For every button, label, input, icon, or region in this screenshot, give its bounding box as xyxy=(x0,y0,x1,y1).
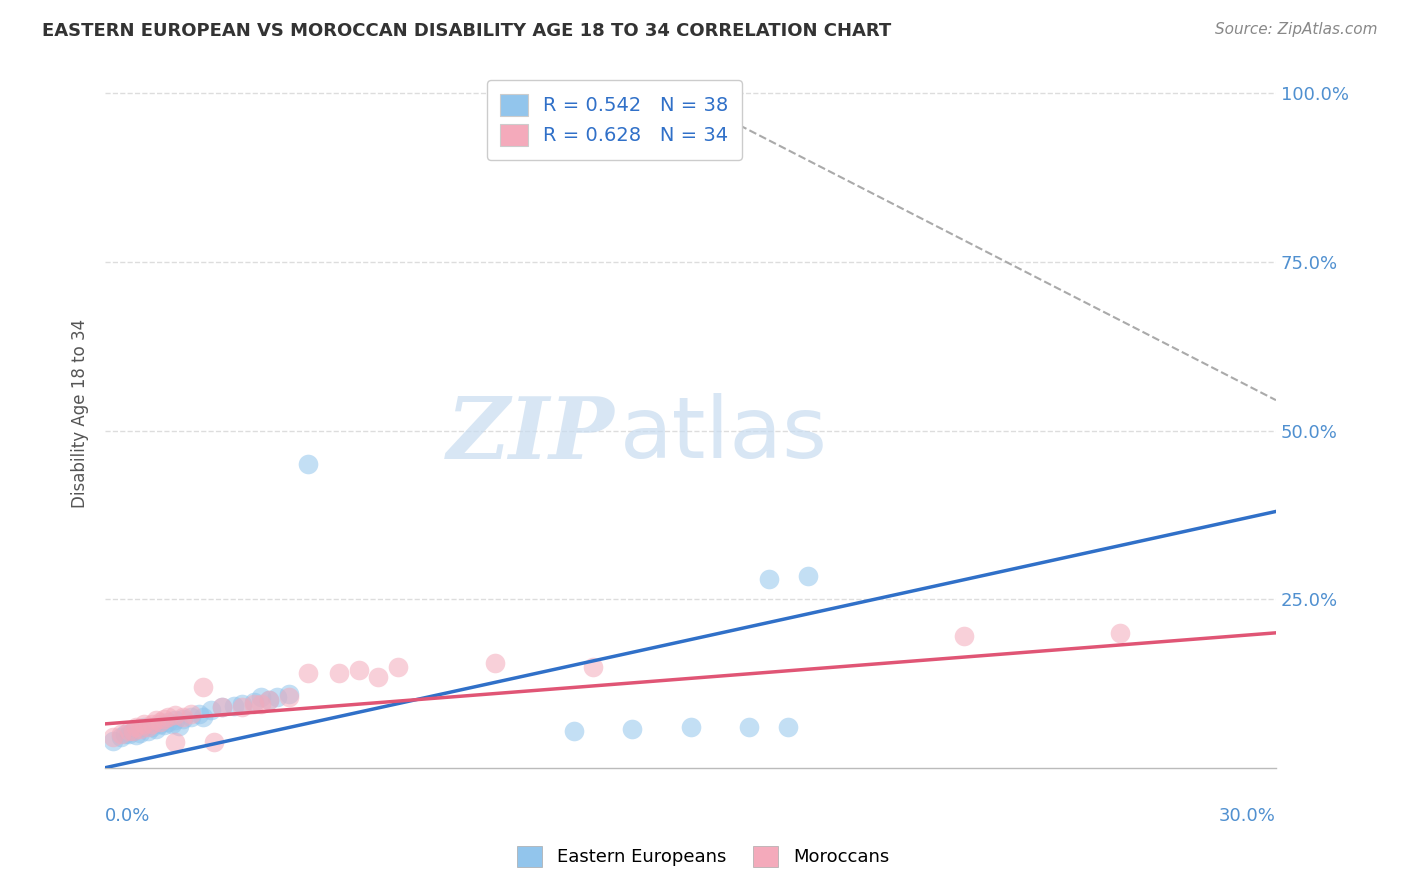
Point xyxy=(484,656,506,670)
Point xyxy=(136,723,159,738)
Y-axis label: Disability Age 18 to 34: Disability Age 18 to 34 xyxy=(72,319,89,508)
Point xyxy=(165,735,187,749)
Point xyxy=(101,733,124,747)
Point xyxy=(242,697,264,711)
Point xyxy=(778,720,800,734)
Point xyxy=(582,659,605,673)
Text: EASTERN EUROPEAN VS MOROCCAN DISABILITY AGE 18 TO 34 CORRELATION CHART: EASTERN EUROPEAN VS MOROCCAN DISABILITY … xyxy=(42,22,891,40)
Point xyxy=(110,727,132,741)
Point xyxy=(145,722,167,736)
Text: Source: ZipAtlas.com: Source: ZipAtlas.com xyxy=(1215,22,1378,37)
Point xyxy=(191,680,214,694)
Point xyxy=(679,720,702,734)
Point xyxy=(121,723,143,738)
Point xyxy=(149,717,172,731)
Point xyxy=(145,714,167,728)
Point xyxy=(1108,625,1130,640)
Point xyxy=(156,714,179,729)
Point xyxy=(562,723,585,738)
Point xyxy=(738,720,761,734)
Point xyxy=(277,690,299,704)
Point xyxy=(136,720,159,734)
Point xyxy=(134,720,156,734)
Point xyxy=(204,735,226,749)
Point xyxy=(156,710,179,724)
Text: ZIP: ZIP xyxy=(447,393,614,476)
Point xyxy=(347,663,370,677)
Point xyxy=(172,712,194,726)
Point xyxy=(149,714,172,729)
Point xyxy=(222,698,245,713)
Point xyxy=(180,710,202,724)
Point xyxy=(165,708,187,723)
Point xyxy=(699,103,721,118)
Point xyxy=(191,710,214,724)
Point xyxy=(117,727,139,741)
Point xyxy=(117,723,139,738)
Point xyxy=(172,710,194,724)
Point xyxy=(297,666,319,681)
Point xyxy=(952,629,974,643)
Point xyxy=(328,666,350,681)
Point xyxy=(129,725,152,739)
Text: 0.0%: 0.0% xyxy=(105,806,150,824)
Point xyxy=(211,700,233,714)
Point xyxy=(152,712,174,726)
Legend: Eastern Europeans, Moroccans: Eastern Europeans, Moroccans xyxy=(510,838,896,874)
Point xyxy=(266,690,288,704)
Point xyxy=(134,717,156,731)
Point xyxy=(250,690,273,704)
Point xyxy=(114,727,136,741)
Point xyxy=(621,722,644,736)
Point xyxy=(152,718,174,732)
Point xyxy=(250,697,273,711)
Point xyxy=(277,686,299,700)
Point xyxy=(141,720,163,734)
Point xyxy=(231,697,253,711)
Point xyxy=(101,731,124,745)
Point xyxy=(257,693,280,707)
Point xyxy=(169,719,191,733)
Point xyxy=(180,706,202,721)
Point xyxy=(125,720,148,734)
Point xyxy=(141,717,163,731)
Point xyxy=(297,457,319,471)
Legend: R = 0.542   N = 38, R = 0.628   N = 34: R = 0.542 N = 38, R = 0.628 N = 34 xyxy=(486,80,742,160)
Point xyxy=(121,723,143,738)
Point xyxy=(165,714,187,728)
Point xyxy=(125,728,148,742)
Point xyxy=(758,572,780,586)
Point xyxy=(110,731,132,745)
Point xyxy=(367,670,389,684)
Text: atlas: atlas xyxy=(620,393,828,476)
Point xyxy=(231,700,253,714)
Point xyxy=(211,700,233,714)
Text: 30.0%: 30.0% xyxy=(1219,806,1277,824)
Point xyxy=(242,695,264,709)
Point xyxy=(257,693,280,707)
Point xyxy=(796,568,818,582)
Point xyxy=(129,722,152,736)
Point xyxy=(187,706,209,721)
Point xyxy=(387,659,409,673)
Point xyxy=(200,703,222,717)
Point xyxy=(160,717,183,731)
